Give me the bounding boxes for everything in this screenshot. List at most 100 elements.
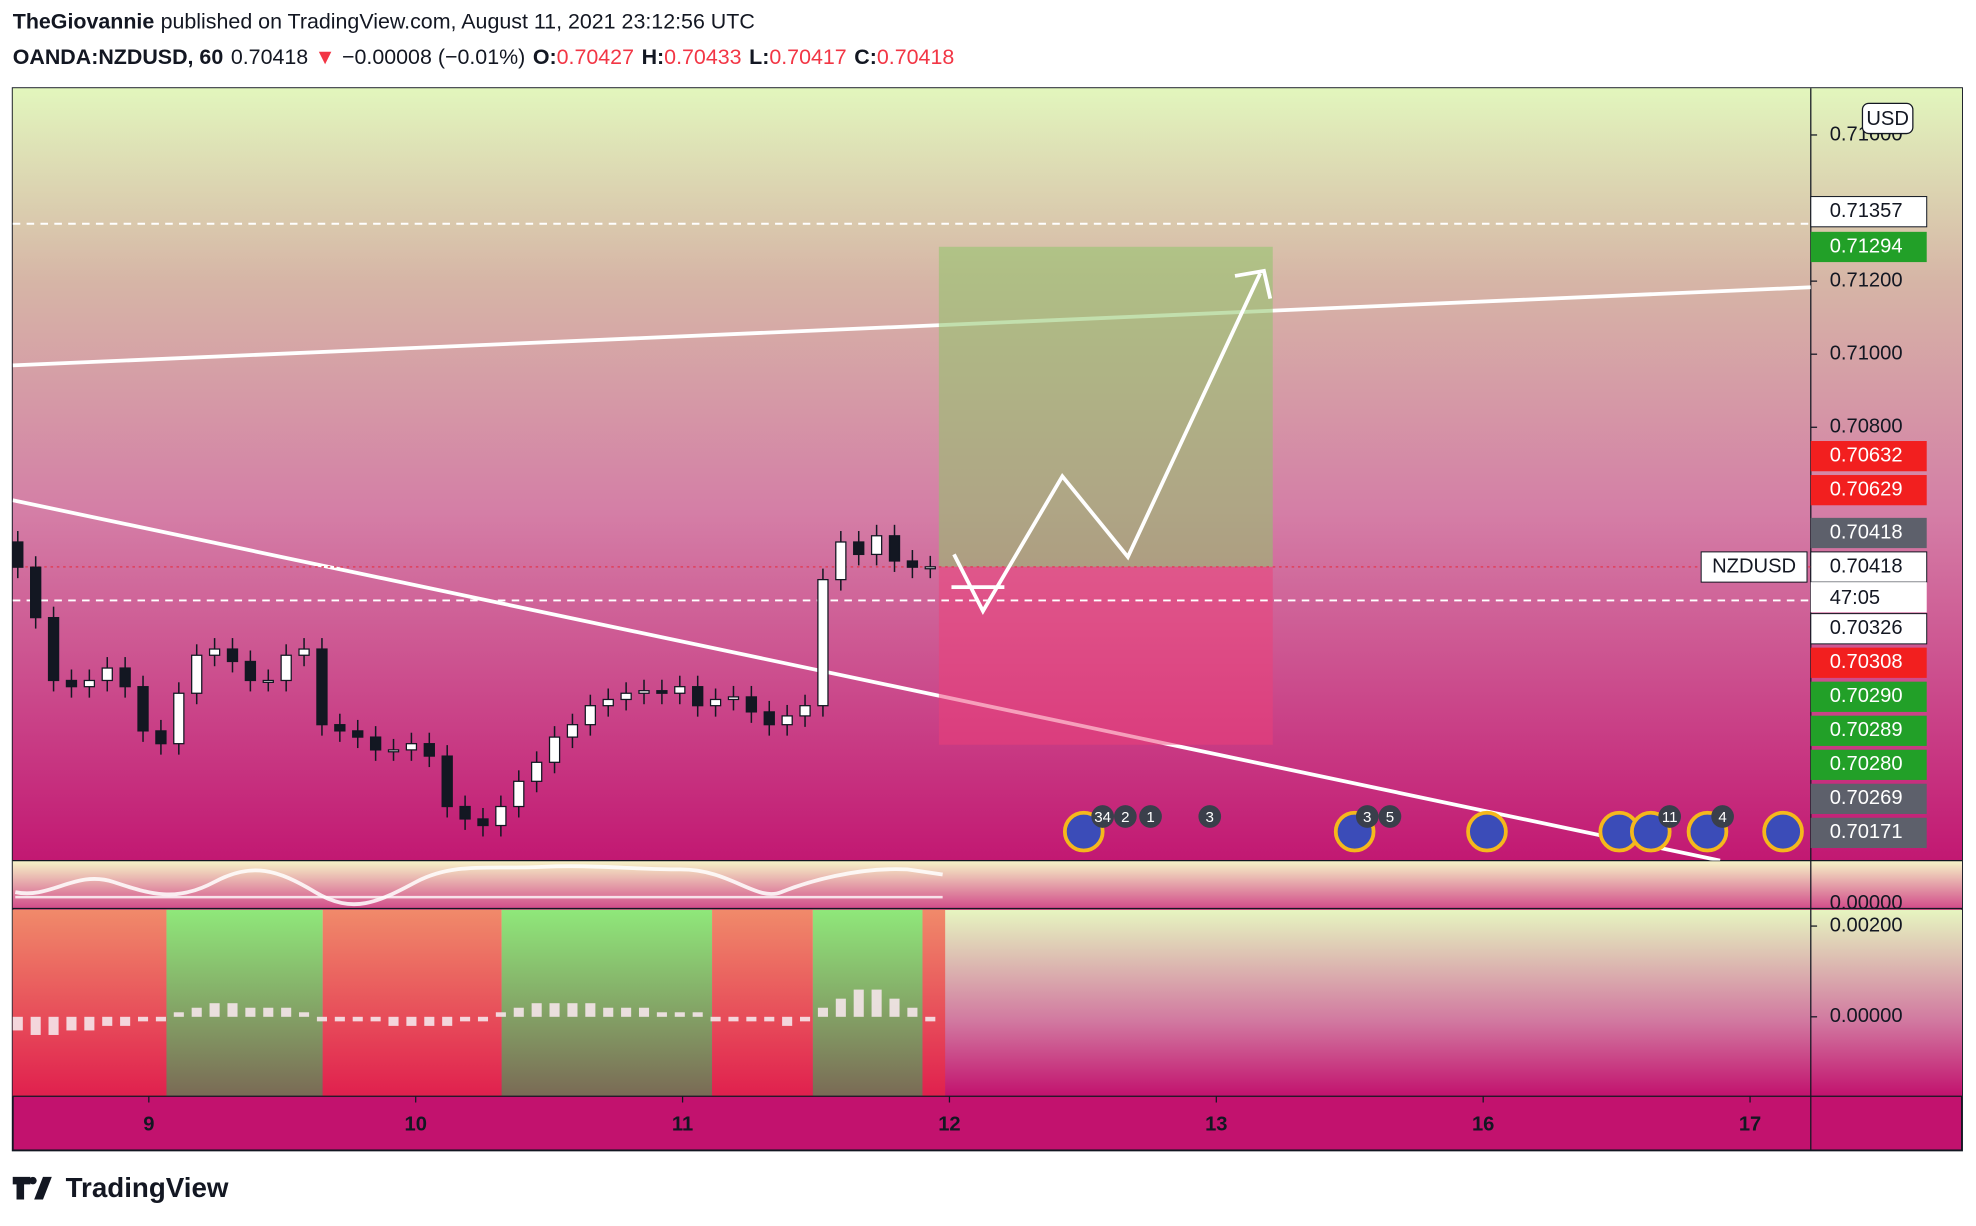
histogram-bar: [406, 1016, 417, 1026]
histogram-bar: [817, 1007, 828, 1017]
event-badge: [1139, 805, 1162, 828]
candle-body: [799, 705, 811, 717]
candle-body: [405, 743, 418, 751]
histogram-bar: [549, 1003, 560, 1017]
currency-box[interactable]: [1861, 102, 1914, 135]
x-tick-label: 17: [1739, 1114, 1761, 1136]
event-count: 3: [1363, 809, 1371, 826]
candle-body: [226, 648, 239, 663]
y-tick-label: 0.71000: [1830, 343, 1903, 365]
candle-body: [817, 578, 829, 707]
price-tag: [1810, 231, 1927, 263]
histogram-bar: [299, 1012, 310, 1017]
price-tag: [1810, 551, 1928, 583]
price-tag-label: 0.70289: [1830, 719, 1903, 741]
histogram-bar: [66, 1016, 77, 1031]
histogram-bar: [889, 998, 900, 1017]
change-arrow: ▼: [315, 45, 336, 69]
histogram-bar: [155, 1016, 166, 1022]
event-count: 3: [1206, 809, 1214, 826]
price-tag-label: 0.70418: [1830, 555, 1903, 577]
histogram-bar: [245, 1007, 256, 1017]
price-tag-label: 0.70171: [1830, 821, 1903, 843]
event-badge: [1091, 805, 1115, 828]
candle-body: [548, 736, 561, 763]
projection-arrowhead: [1234, 268, 1273, 300]
position-stop-zone: [938, 566, 1273, 745]
price-tag-label: 0.70308: [1830, 651, 1903, 673]
histogram-bar: [800, 1016, 811, 1022]
x-tick-label: 16: [1472, 1114, 1494, 1136]
price-tag-label: 0.71357: [1830, 200, 1903, 222]
candle-body: [47, 616, 60, 682]
candle-body: [495, 805, 507, 827]
price-tag: [1810, 749, 1927, 780]
candle-body: [441, 755, 453, 808]
histogram-bar: [460, 1016, 471, 1022]
price-tag: [1810, 196, 1928, 228]
position-target-zone: [938, 246, 1273, 567]
candle-body: [262, 679, 274, 683]
projection-path: [952, 272, 1262, 616]
candle-body: [83, 679, 96, 688]
histogram-bar: [137, 1016, 149, 1022]
candle-body: [620, 692, 632, 701]
band: [12, 909, 167, 1097]
candle-body: [781, 715, 793, 726]
symbol: OANDA:NZDUSD, 60: [13, 45, 224, 69]
event-count: 34: [1094, 809, 1111, 826]
candle-body: [530, 761, 543, 782]
price-tag: [1810, 475, 1927, 506]
logo-dot: [29, 1176, 37, 1185]
histogram-bar: [12, 1016, 23, 1031]
candle-body: [173, 692, 185, 745]
price-tag: [1810, 817, 1927, 848]
histogram-bar: [746, 1016, 757, 1022]
published: published on TradingView.com, August 11,…: [161, 9, 755, 33]
brand-logo: [12, 1176, 52, 1200]
candle-body: [924, 566, 936, 570]
histogram-bar: [585, 1003, 596, 1017]
countdown-tag: [1810, 582, 1927, 613]
histogram-bar: [281, 1007, 292, 1017]
ohlc-label: H:: [642, 45, 665, 69]
candle-body: [369, 736, 382, 751]
ohlc-label: O:: [533, 45, 557, 69]
candle-body: [870, 535, 883, 556]
price-tag: [1810, 441, 1927, 472]
band: [712, 909, 813, 1097]
event-badge: [1198, 805, 1222, 828]
price-tag-label: 0.71294: [1830, 235, 1903, 257]
symbol-tag: [1700, 551, 1808, 583]
y2-tick-label: 0.00200: [1830, 914, 1903, 936]
countdown: 47:05: [1830, 587, 1880, 609]
histogram-bar: [871, 989, 882, 1017]
ohlc-value: 0.70433: [664, 45, 741, 69]
ohlc-value: 0.70418: [877, 45, 954, 69]
ohlc-label: L:: [749, 45, 769, 69]
candle-body: [334, 724, 346, 732]
histogram-bar: [209, 1003, 220, 1017]
candle-body: [387, 749, 400, 753]
event-badge: [1658, 805, 1682, 828]
ohlc-value: 0.70417: [769, 45, 846, 69]
price-tag-label: 0.70326: [1830, 617, 1903, 639]
candle-body: [513, 780, 525, 808]
band: [322, 909, 502, 1097]
x-tick-label: 10: [404, 1114, 426, 1136]
histogram-bar: [102, 1016, 113, 1026]
candle-body: [101, 667, 113, 682]
event-badge: [1114, 805, 1137, 828]
event-flag: [1762, 810, 1804, 853]
candle-body: [584, 705, 597, 726]
candle-body: [656, 690, 668, 694]
histogram-bar: [495, 1012, 506, 1017]
histogram-bar: [567, 1003, 578, 1017]
symbol-line: OANDA:NZDUSD, 60 0.70418 ▼ −0.00008 (−0.01%…: [13, 45, 955, 69]
candle-body: [137, 686, 149, 732]
candle-body: [888, 535, 901, 562]
candle-body: [423, 743, 435, 757]
candle-body: [119, 667, 131, 688]
histogram-bar: [334, 1016, 345, 1022]
